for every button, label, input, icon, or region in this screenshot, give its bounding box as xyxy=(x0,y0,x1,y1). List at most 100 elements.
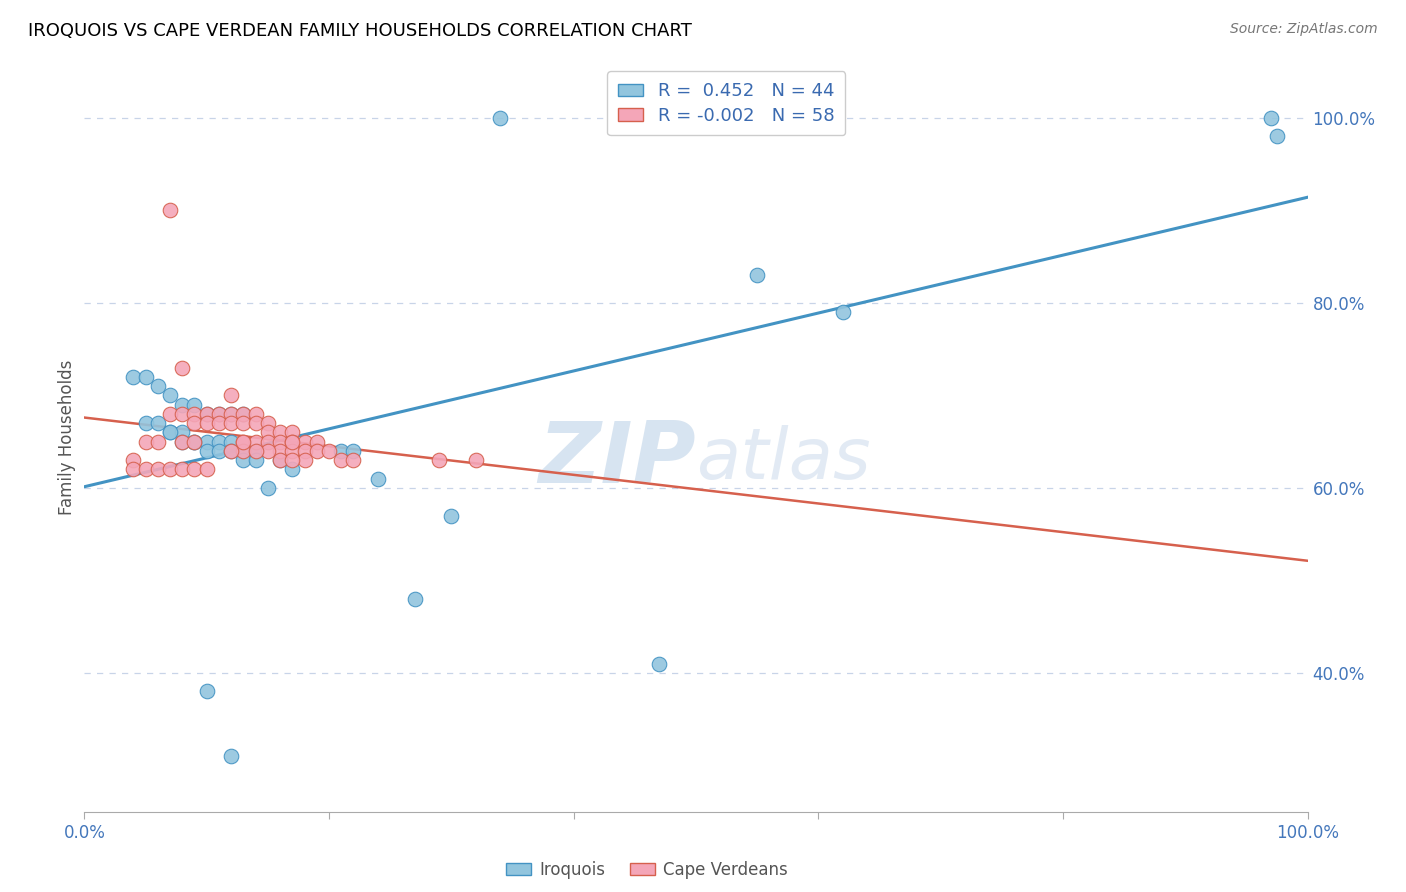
Point xyxy=(257,481,280,495)
Point xyxy=(208,434,231,449)
Point xyxy=(195,407,218,421)
Point xyxy=(257,434,280,449)
Point xyxy=(232,416,254,430)
Point xyxy=(146,379,169,393)
Point xyxy=(464,453,486,467)
Point xyxy=(172,462,194,476)
Point xyxy=(294,444,316,458)
Point xyxy=(232,407,254,421)
Point xyxy=(219,444,242,458)
Point xyxy=(219,434,242,449)
Point xyxy=(1265,129,1288,144)
Point xyxy=(232,453,254,467)
Point xyxy=(208,407,231,421)
Point xyxy=(172,407,194,421)
Point xyxy=(281,462,304,476)
Point xyxy=(135,434,157,449)
Text: atlas: atlas xyxy=(696,425,870,494)
Point xyxy=(122,370,145,384)
Point xyxy=(183,407,205,421)
Point xyxy=(305,434,328,449)
Point xyxy=(269,453,291,467)
Point xyxy=(232,434,254,449)
Point xyxy=(219,407,242,421)
Point xyxy=(257,416,280,430)
Point xyxy=(232,407,254,421)
Point xyxy=(135,462,157,476)
Point xyxy=(257,444,280,458)
Text: IROQUOIS VS CAPE VERDEAN FAMILY HOUSEHOLDS CORRELATION CHART: IROQUOIS VS CAPE VERDEAN FAMILY HOUSEHOL… xyxy=(28,22,692,40)
Point xyxy=(269,425,291,440)
Point xyxy=(245,444,267,458)
Point xyxy=(1260,111,1282,125)
Point xyxy=(195,684,218,698)
Text: ZIP: ZIP xyxy=(538,418,696,501)
Point xyxy=(232,444,254,458)
Point xyxy=(219,407,242,421)
Point xyxy=(183,434,205,449)
Point xyxy=(294,453,316,467)
Point xyxy=(159,407,181,421)
Point xyxy=(831,305,853,319)
Point xyxy=(195,407,218,421)
Point xyxy=(367,472,389,486)
Point xyxy=(172,425,194,440)
Point xyxy=(232,434,254,449)
Point xyxy=(330,444,353,458)
Point xyxy=(159,203,181,218)
Point xyxy=(183,416,205,430)
Point xyxy=(183,434,205,449)
Point xyxy=(183,462,205,476)
Point xyxy=(269,444,291,458)
Point xyxy=(159,388,181,402)
Point xyxy=(195,462,218,476)
Point xyxy=(122,462,145,476)
Point xyxy=(342,453,364,467)
Legend: Iroquois, Cape Verdeans: Iroquois, Cape Verdeans xyxy=(499,855,794,886)
Point xyxy=(440,508,463,523)
Point xyxy=(269,453,291,467)
Point xyxy=(281,444,304,458)
Point xyxy=(172,398,194,412)
Point xyxy=(489,111,512,125)
Point xyxy=(342,444,364,458)
Point xyxy=(219,444,242,458)
Point xyxy=(232,444,254,458)
Point xyxy=(245,407,267,421)
Point xyxy=(281,434,304,449)
Point xyxy=(648,657,671,671)
Y-axis label: Family Households: Family Households xyxy=(58,359,76,515)
Point xyxy=(122,453,145,467)
Point xyxy=(159,425,181,440)
Point xyxy=(427,453,450,467)
Point xyxy=(195,416,218,430)
Point xyxy=(219,416,242,430)
Point xyxy=(747,268,769,283)
Point xyxy=(318,444,340,458)
Point xyxy=(330,453,353,467)
Point xyxy=(269,434,291,449)
Point xyxy=(172,434,194,449)
Point xyxy=(257,425,280,440)
Point xyxy=(146,416,169,430)
Point xyxy=(146,434,169,449)
Point xyxy=(146,462,169,476)
Point xyxy=(245,444,267,458)
Point xyxy=(159,425,181,440)
Point xyxy=(183,434,205,449)
Point xyxy=(172,434,194,449)
Point xyxy=(135,370,157,384)
Point xyxy=(305,444,328,458)
Point xyxy=(159,462,181,476)
Point xyxy=(208,444,231,458)
Text: Source: ZipAtlas.com: Source: ZipAtlas.com xyxy=(1230,22,1378,37)
Point xyxy=(245,416,267,430)
Point xyxy=(281,453,304,467)
Point xyxy=(195,444,218,458)
Point xyxy=(404,591,426,606)
Point xyxy=(245,453,267,467)
Point xyxy=(195,434,218,449)
Point xyxy=(219,388,242,402)
Point xyxy=(183,398,205,412)
Point xyxy=(245,434,267,449)
